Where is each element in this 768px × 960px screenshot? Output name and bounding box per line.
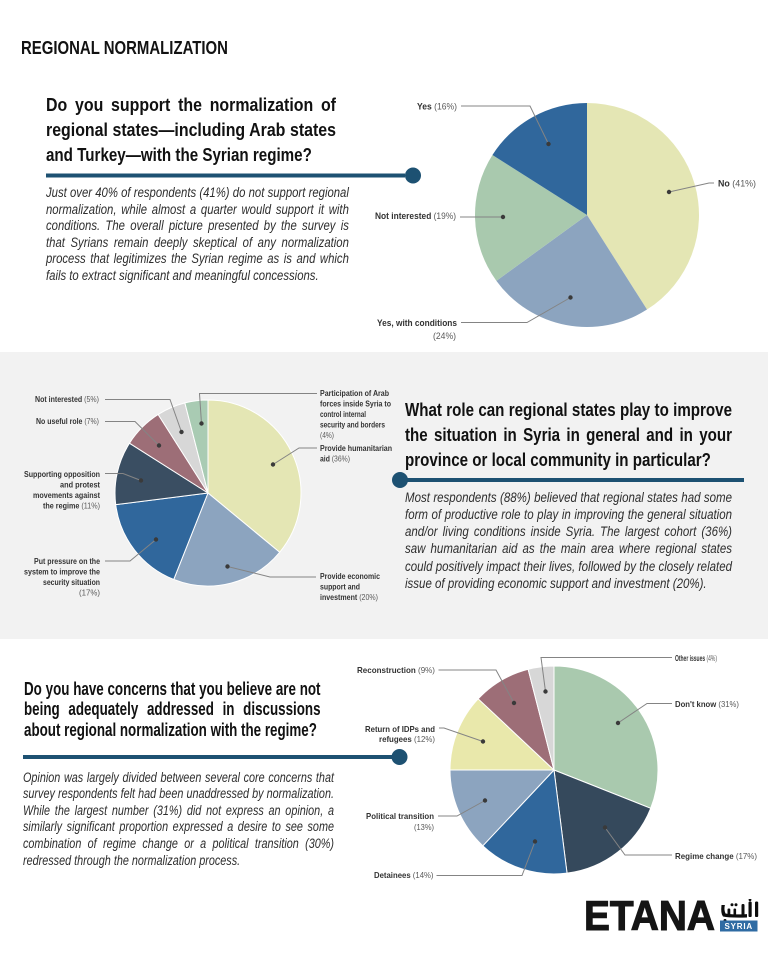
svg-text:investment (20%): investment (20%) — [320, 593, 378, 602]
svg-text:Reconstruction (9%): Reconstruction (9%) — [357, 665, 435, 675]
svg-text:Put pressure on the: Put pressure on the — [34, 557, 100, 566]
svg-text:Provide humanitarian: Provide humanitarian — [320, 444, 392, 453]
svg-text:Participation of Arab: Participation of Arab — [320, 389, 389, 398]
svg-text:system to improve the: system to improve the — [24, 568, 100, 577]
svg-text:forces inside Syria to: forces inside Syria to — [320, 400, 391, 409]
svg-text:control internal: control internal — [320, 410, 366, 419]
svg-text:Don't know (31%): Don't know (31%) — [675, 699, 739, 709]
svg-text:and protest: and protest — [60, 481, 100, 490]
svg-text:support and: support and — [320, 583, 360, 592]
svg-text:(4%): (4%) — [320, 431, 334, 440]
svg-text:security and borders: security and borders — [320, 421, 385, 430]
svg-text:Regime change (17%): Regime change (17%) — [675, 851, 757, 861]
svg-text:(17%): (17%) — [79, 589, 100, 598]
svg-text:Not interested (5%): Not interested (5%) — [35, 395, 99, 404]
svg-text:the regime (11%): the regime (11%) — [43, 502, 100, 511]
svg-text:Yes (16%): Yes (16%) — [417, 102, 457, 112]
svg-text:Return of IDPs and: Return of IDPs and — [365, 724, 435, 734]
svg-text:Yes, with conditions: Yes, with conditions — [377, 318, 457, 328]
svg-text:No (41%): No (41%) — [718, 179, 756, 189]
svg-text:No useful role (7%): No useful role (7%) — [36, 417, 99, 426]
svg-text:Supporting opposition: Supporting opposition — [24, 470, 100, 479]
svg-text:Other issues (4%): Other issues (4%) — [675, 653, 717, 663]
svg-text:Not interested (19%): Not interested (19%) — [375, 211, 456, 221]
svg-text:movements against: movements against — [33, 491, 100, 500]
svg-text:(24%): (24%) — [433, 331, 456, 341]
svg-text:(13%): (13%) — [414, 822, 434, 832]
svg-text:refugees (12%): refugees (12%) — [379, 734, 435, 744]
svg-text:Political transition: Political transition — [366, 811, 434, 821]
svg-text:Detainees (14%): Detainees (14%) — [374, 870, 434, 880]
svg-text:Provide economic: Provide economic — [320, 572, 380, 581]
svg-text:SYRIA: SYRIA — [725, 922, 753, 931]
svg-text:security situation: security situation — [43, 578, 100, 587]
svg-text:aid (36%): aid (36%) — [320, 455, 350, 464]
